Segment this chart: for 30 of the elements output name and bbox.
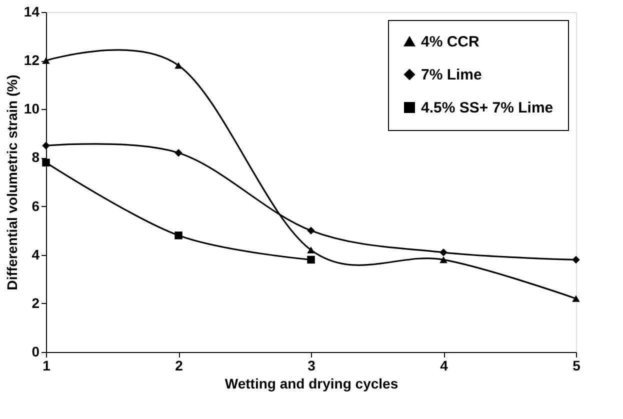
y-tick-label: 2	[32, 294, 40, 311]
y-tick-label: 0	[32, 344, 40, 360]
point	[440, 256, 448, 264]
y-tick-label: 4	[32, 246, 40, 262]
x-axis-title: Wetting and drying cycles	[224, 376, 398, 392]
y-tick-label: 6	[32, 198, 40, 214]
point	[174, 232, 182, 240]
point	[307, 256, 315, 264]
x-tick-label: 3	[308, 358, 316, 374]
y-tick-label: 10	[24, 100, 40, 117]
legend-label: 4% CCR	[421, 34, 480, 50]
legend-label: 4.5% SS+ 7% Lime	[421, 100, 554, 116]
y-tick-label: 8	[32, 149, 40, 166]
point	[572, 256, 580, 264]
y-axis-title: Differential volumetric strain (%)	[4, 74, 20, 290]
point	[307, 226, 315, 234]
x-tick-label: 1	[42, 358, 51, 374]
point	[174, 148, 182, 157]
x-tick-label: 2	[175, 358, 184, 374]
y-tick-label: 12	[24, 52, 40, 68]
x-tick-label: 5	[572, 358, 581, 374]
point	[174, 62, 182, 69]
legend-label: 7% Lime	[421, 66, 482, 84]
point	[440, 248, 448, 256]
x-tick-label: 4	[440, 358, 448, 374]
point	[42, 142, 50, 150]
point	[42, 158, 50, 166]
point	[307, 246, 315, 254]
point	[572, 295, 580, 302]
y-tick-label: 14	[24, 4, 40, 20]
